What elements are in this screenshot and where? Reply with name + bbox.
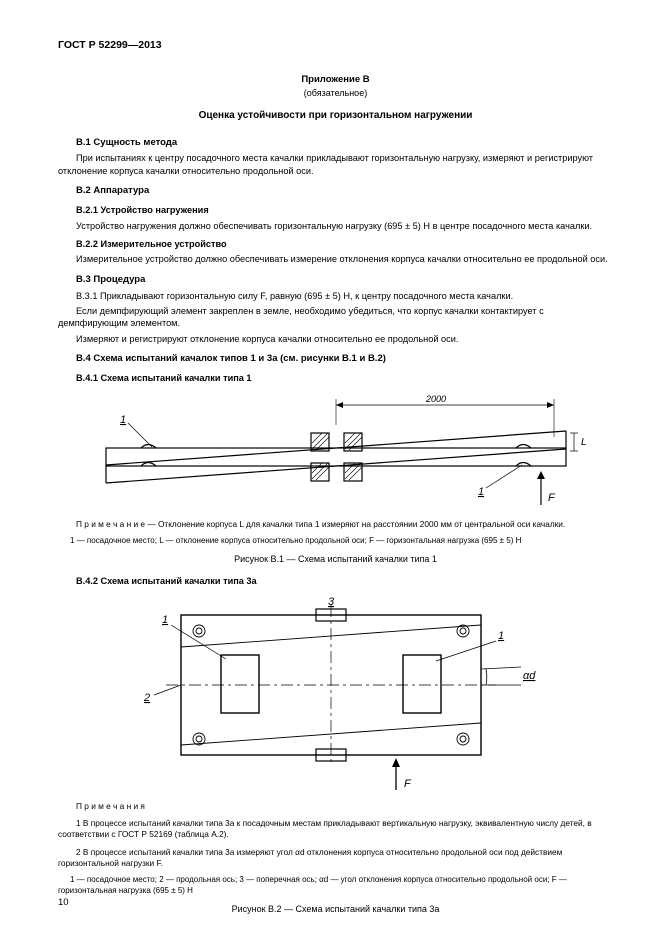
fig1-lbl1b: 1 (478, 486, 484, 498)
p-b31: В.3.1 Прикладывают горизонтальную силу F… (58, 290, 613, 302)
p-b32: Если демпфирующий элемент закреплен в зе… (58, 305, 613, 330)
figure-b1: 2000 L 1 1 F (86, 393, 586, 513)
h-b2: В.2 Аппаратура (76, 185, 613, 198)
fig1-note: П р и м е ч а н и е — Отклонение корпуса… (58, 519, 613, 530)
fig1-legend: 1 — посадочное место; L — отклонение кор… (58, 536, 613, 547)
doc-header: ГОСТ Р 52299—2013 (58, 38, 613, 52)
p-b21: Устройство нагружения должно обеспечиват… (58, 220, 613, 232)
p-b1: При испытаниях к центру посадочного мест… (58, 152, 613, 177)
h-b4: В.4 Схема испытаний качалок типов 1 и 3а… (76, 353, 613, 366)
fig2-caption: Рисунок В.2 — Схема испытаний качалки ти… (58, 903, 613, 915)
page: ГОСТ Р 52299—2013 Приложение В (обязател… (0, 0, 661, 936)
h-b1: В.1 Сущность метода (76, 137, 613, 150)
fig2-notes-title: П р и м е ч а н и я (58, 801, 613, 812)
figure-b2: 1 1 2 3 αd F (126, 595, 546, 795)
fig2-F: F (404, 778, 412, 790)
fig2-legend: 1 — посадочное место; 2 — продольная ось… (58, 875, 613, 897)
h-b22: В.2.2 Измерительное устройство (76, 238, 613, 250)
fig1-F: F (548, 492, 556, 504)
h-b42: В.4.2 Схема испытаний качалки типа 3а (76, 575, 613, 587)
fig1-lbl1a: 1 (120, 414, 126, 426)
appendix-sub: (обязательное) (58, 87, 613, 99)
fig2-note1: 1 В процессе испытаний качалки типа 3а к… (58, 818, 613, 840)
fig1-caption: Рисунок В.1 — Схема испытаний качалки ти… (58, 553, 613, 565)
fig2-lbl1a: 1 (162, 614, 168, 626)
h-b3: В.3 Процедура (76, 274, 613, 287)
p-b22: Измерительное устройство должно обеспечи… (58, 253, 613, 265)
fig1-L1: L (581, 437, 586, 448)
h-b21: В.2.1 Устройство нагружения (76, 204, 613, 216)
appendix-title: Оценка устойчивости при горизонтальном н… (58, 109, 613, 123)
p-b33: Измеряют и регистрируют отклонение корпу… (58, 333, 613, 345)
fig2-lbl2: 2 (143, 692, 150, 704)
h-b41: В.4.1 Схема испытаний качалки типа 1 (76, 372, 613, 384)
appendix-label: Приложение В (58, 74, 613, 87)
fig2-note2: 2 В процессе испытаний качалки типа 3а и… (58, 847, 613, 869)
fig2-alpha: αd (523, 670, 536, 682)
fig2-lbl1b: 1 (498, 630, 504, 642)
fig1-dim: 2000 (424, 394, 445, 404)
page-number: 10 (58, 897, 69, 910)
fig1-center-blocks (311, 433, 362, 481)
fig2-lbl3: 3 (328, 596, 335, 608)
